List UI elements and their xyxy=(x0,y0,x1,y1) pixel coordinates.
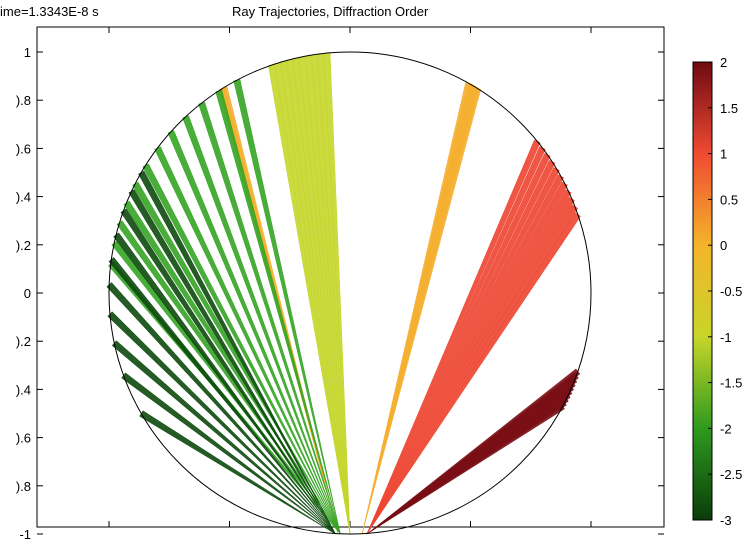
ray-fan-order xyxy=(366,139,581,535)
ray-fan-order xyxy=(108,79,341,535)
ray-fan-order xyxy=(361,82,482,535)
legend-tick-label: 2 xyxy=(720,55,727,70)
y-tick-label: ).6 xyxy=(16,431,31,446)
y-tick-label: ).4 xyxy=(16,382,31,397)
legend-tick-label: 1.5 xyxy=(720,101,738,116)
plot-title: Ray Trajectories, Diffraction Order xyxy=(232,4,429,19)
legend-tick-label: -2 xyxy=(720,421,732,436)
ray-fan-order xyxy=(366,368,581,535)
legend-tick-label: -1.5 xyxy=(720,376,742,391)
legend-tick-label: -2.5 xyxy=(720,467,742,482)
time-label: ime=1.3343E-8 s xyxy=(0,4,99,19)
ray-fan-order xyxy=(106,170,336,535)
legend-tick-label: 0.5 xyxy=(720,192,738,207)
y-tick-label: ).6 xyxy=(16,141,31,156)
y-tick-label: ).8 xyxy=(16,93,31,108)
legend-tick-label: -0.5 xyxy=(720,284,742,299)
legend-tick-label: 0 xyxy=(720,238,727,253)
boundary-circle xyxy=(108,51,592,535)
legend-tick-label: -3 xyxy=(720,513,732,528)
ray-fan-order xyxy=(268,52,351,535)
legend-tick-label: -1 xyxy=(720,330,732,345)
y-tick-label: ).4 xyxy=(16,190,31,205)
y-tick-label: ).2 xyxy=(16,334,31,349)
y-tick-label: ).8 xyxy=(16,479,31,494)
plot-frame xyxy=(36,26,665,528)
legend-tick-label: 1 xyxy=(720,147,727,162)
y-tick-label: -1 xyxy=(19,527,31,542)
y-tick-label: ).2 xyxy=(16,238,31,253)
y-tick-label: 0 xyxy=(24,286,31,301)
y-tick-label: 1 xyxy=(24,45,31,60)
ray-fans xyxy=(106,52,581,535)
